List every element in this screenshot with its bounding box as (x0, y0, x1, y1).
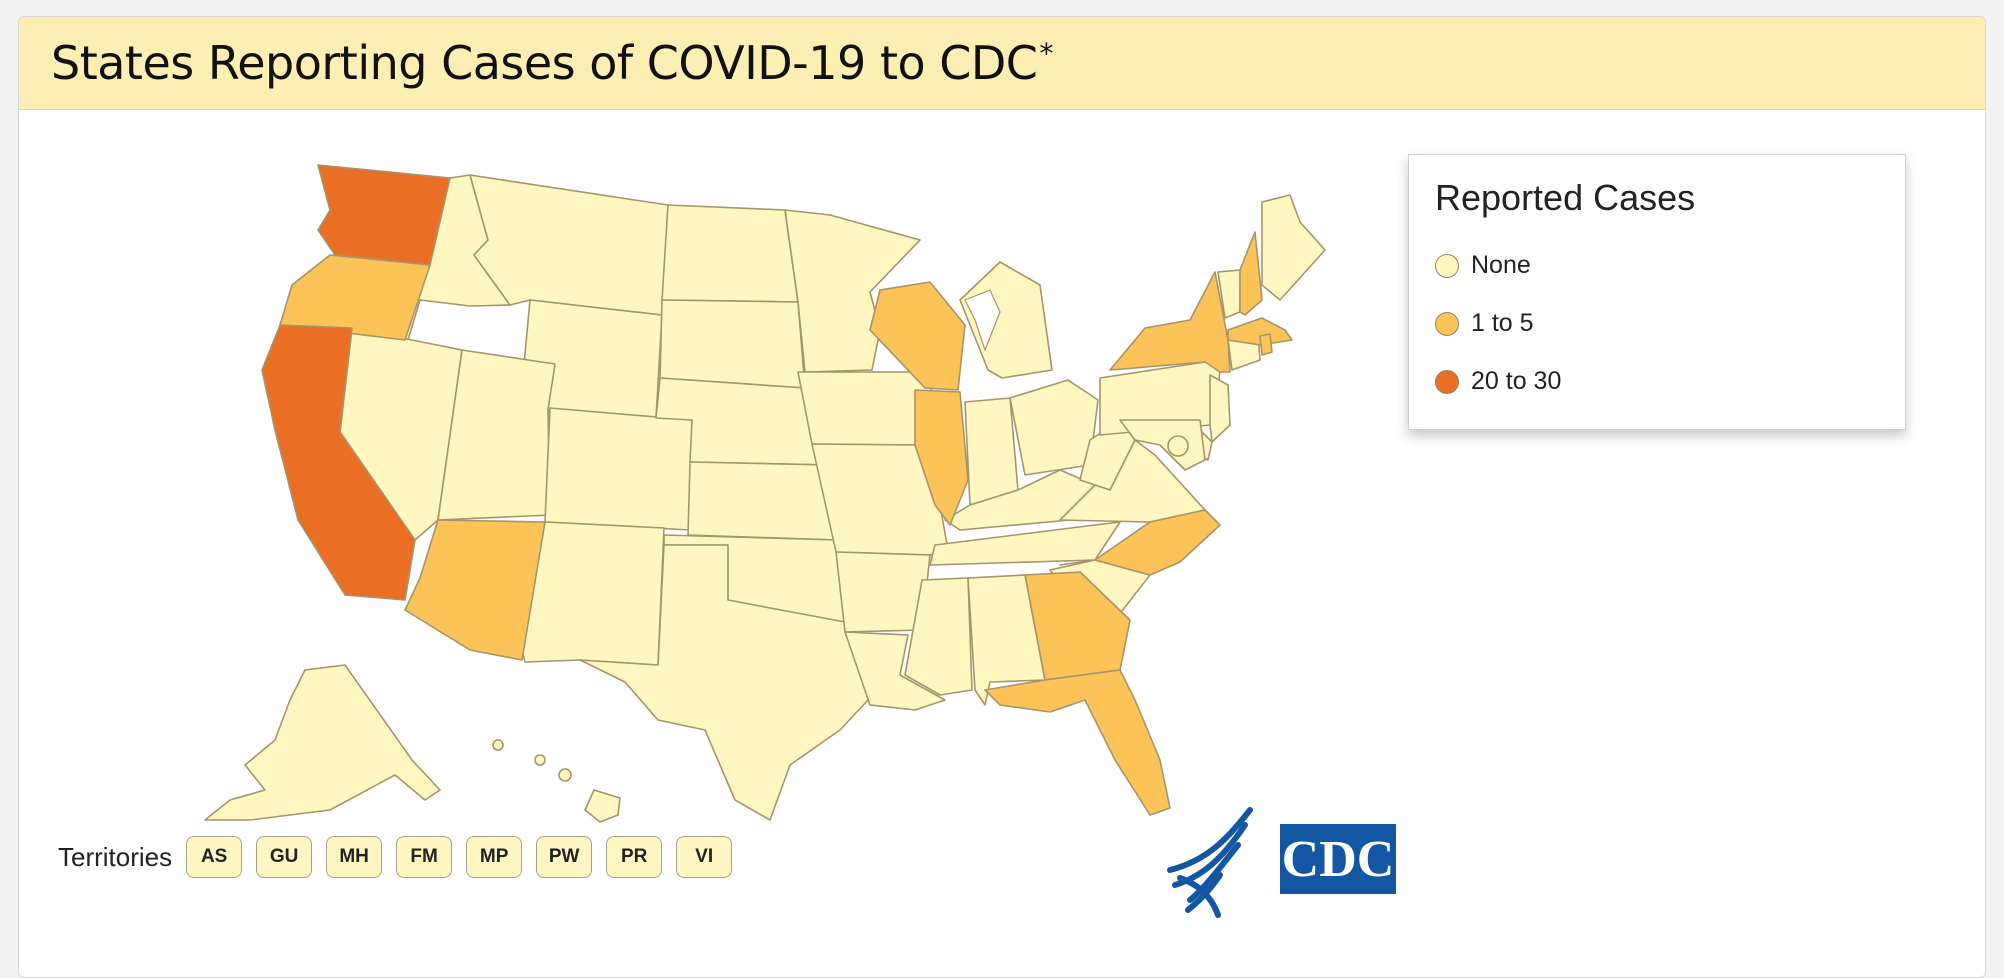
dc-marker[interactable] (1167, 435, 1189, 457)
hhs-eagle-icon (1167, 807, 1253, 918)
legend-item-1-to-5: 1 to 5 (1435, 309, 1534, 338)
territory-button-as[interactable]: AS (186, 836, 243, 878)
state-maryland[interactable] (1119, 419, 1206, 471)
hawaii-island-small-2[interactable] (534, 754, 546, 766)
territory-button-pw[interactable]: PW (536, 836, 593, 878)
legend-item-20-to-30: 20 to 30 (1435, 367, 1561, 396)
state-alaska[interactable] (204, 664, 441, 821)
great-lakes (964, 289, 1001, 352)
territory-button-mp[interactable]: MP (466, 836, 523, 878)
page-title-text: States Reporting Cases of COVID-19 to CD… (51, 36, 1038, 90)
state-louisiana[interactable] (844, 631, 946, 711)
card-header: States Reporting Cases of COVID-19 to CD… (19, 17, 1985, 110)
state-ohio[interactable] (1009, 379, 1099, 476)
state-illinois[interactable] (914, 389, 969, 526)
hawaii-island-small-1[interactable] (492, 739, 504, 751)
state-new-mexico[interactable] (521, 521, 665, 666)
state-wisconsin[interactable] (869, 281, 966, 391)
state-california[interactable] (261, 324, 416, 601)
cdc-logo: CDC (1280, 824, 1396, 894)
state-rhode-island[interactable] (1259, 333, 1273, 356)
state-georgia[interactable] (1024, 571, 1131, 681)
state-washington[interactable] (317, 164, 451, 266)
hawaii-island-small-3[interactable] (558, 768, 572, 782)
page-title: States Reporting Cases of COVID-19 to CD… (51, 36, 1053, 90)
state-new-hampshire[interactable] (1239, 231, 1263, 316)
state-indiana[interactable] (964, 397, 1019, 506)
cdc-logo-text: CDC (1282, 831, 1395, 888)
state-arizona[interactable] (404, 519, 546, 661)
state-north-carolina[interactable] (1059, 509, 1221, 576)
state-colorado[interactable] (544, 407, 693, 531)
state-mississippi[interactable] (904, 577, 973, 696)
territory-button-fm[interactable]: FM (396, 836, 453, 878)
legend-label-none: None (1471, 251, 1531, 279)
legend-label-1-to-5: 1 to 5 (1471, 309, 1534, 337)
legend-swatch-1-to-5 (1435, 311, 1459, 336)
state-massachusetts[interactable] (1227, 317, 1293, 346)
state-maine[interactable] (1261, 194, 1326, 301)
territory-button-gu[interactable]: GU (256, 836, 313, 878)
legend-swatch-20-to-30 (1435, 369, 1459, 394)
legend-title: Reported Cases (1435, 177, 1696, 218)
us-map (204, 164, 1326, 823)
territory-button-mh[interactable]: MH (326, 836, 383, 878)
territory-button-pr[interactable]: PR (606, 836, 663, 878)
state-kansas[interactable] (687, 461, 839, 541)
title-asterisk: * (1039, 36, 1053, 70)
legend-swatch-none (1435, 253, 1459, 278)
territory-button-vi[interactable]: VI (676, 836, 733, 878)
state-north-dakota[interactable] (661, 204, 799, 303)
state-florida[interactable] (984, 669, 1171, 816)
legend-item-none: None (1435, 251, 1531, 280)
state-kentucky[interactable] (944, 469, 1096, 531)
state-tennessee[interactable] (929, 521, 1121, 566)
state-michigan[interactable] (959, 261, 1053, 379)
state-hawaii[interactable] (584, 789, 621, 823)
state-new-york[interactable] (1109, 271, 1231, 373)
territories-bar: Territories AS GU MH FM MP PW PR VI (58, 836, 746, 878)
state-new-jersey[interactable] (1209, 374, 1231, 443)
legend-label-20-to-30: 20 to 30 (1471, 367, 1562, 395)
logos: CDC (1167, 807, 1396, 918)
legend: Reported Cases None 1 to 5 20 to 30 (1408, 154, 1906, 430)
territories-label: Territories (58, 841, 173, 872)
state-south-dakota[interactable] (659, 299, 806, 389)
